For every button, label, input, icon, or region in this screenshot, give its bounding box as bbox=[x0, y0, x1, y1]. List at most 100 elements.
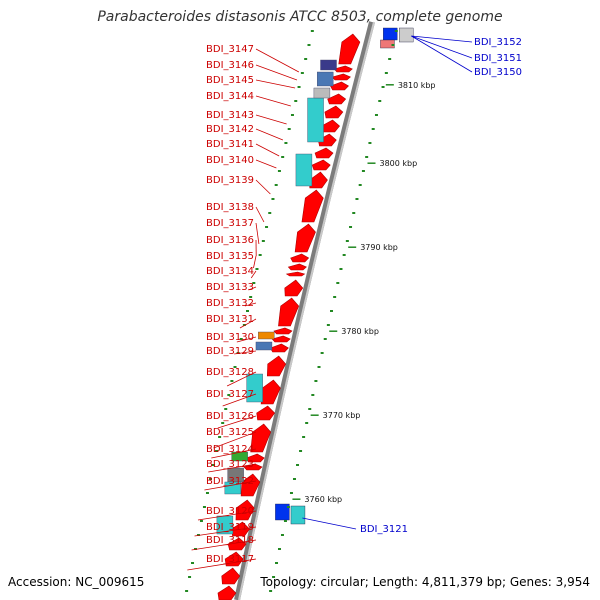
reverse-gene-box bbox=[399, 27, 414, 43]
tick-dot bbox=[304, 58, 308, 60]
tick-dot bbox=[277, 548, 281, 550]
gene-arrow bbox=[294, 223, 316, 253]
gene-arrow bbox=[221, 567, 241, 585]
leader-line bbox=[255, 179, 271, 195]
gene-label: BDI_3152 bbox=[474, 37, 522, 48]
tick-dot bbox=[297, 86, 301, 88]
gene-arrow bbox=[285, 271, 306, 277]
tick-dot bbox=[394, 30, 398, 32]
tick-dot bbox=[205, 492, 209, 494]
tick-dot bbox=[342, 254, 346, 256]
map-title: Parabacteroides distasonis ATCC 8503, co… bbox=[97, 9, 503, 25]
gene-box bbox=[320, 59, 337, 71]
leader-line bbox=[194, 526, 257, 537]
leader-line bbox=[234, 350, 257, 355]
leader-line bbox=[244, 302, 257, 307]
gene-arrow bbox=[273, 327, 293, 335]
gene-box bbox=[224, 481, 242, 495]
gene-label: BDI_3124 bbox=[206, 444, 254, 455]
leader-line bbox=[255, 206, 265, 223]
tick-dot bbox=[310, 30, 314, 32]
tick-dot bbox=[199, 520, 203, 522]
gene-arrow bbox=[333, 65, 353, 73]
tick-dot bbox=[218, 436, 222, 438]
gene-arrow bbox=[271, 335, 291, 343]
tick-dot bbox=[330, 310, 334, 312]
gene-label: BDI_3141 bbox=[206, 139, 254, 150]
gene-arrow bbox=[331, 73, 351, 81]
tick-dot bbox=[300, 72, 304, 74]
leader-line bbox=[255, 64, 298, 81]
tick-dot bbox=[284, 142, 288, 144]
leader-line bbox=[213, 431, 257, 449]
gene-arrow bbox=[327, 93, 347, 105]
gene-box bbox=[246, 373, 263, 403]
gene-arrow bbox=[250, 423, 272, 453]
tick-dot bbox=[233, 366, 237, 368]
gene-label: BDI_3120 bbox=[206, 506, 254, 517]
reverse-gene-box bbox=[290, 505, 306, 525]
tick-dot bbox=[239, 338, 243, 340]
gene-label: BDI_3118 bbox=[206, 535, 254, 546]
gene-arrow bbox=[256, 405, 276, 421]
tick-dot bbox=[378, 100, 382, 102]
gene-arrow bbox=[235, 499, 255, 521]
tick-dot bbox=[302, 436, 306, 438]
backbone bbox=[234, 21, 375, 600]
leader-line bbox=[236, 336, 257, 343]
reverse-gene-box bbox=[275, 503, 290, 521]
tick-dot bbox=[208, 478, 212, 480]
kbp-label: 3800 kbp bbox=[379, 159, 417, 168]
gene-box bbox=[295, 153, 313, 187]
tick-dot bbox=[265, 226, 269, 228]
leader-line bbox=[255, 48, 300, 73]
tick-dot bbox=[355, 198, 359, 200]
tick-dot bbox=[368, 142, 372, 144]
tick-dot bbox=[292, 478, 296, 480]
tick-dot bbox=[224, 408, 228, 410]
tick-dot bbox=[294, 100, 298, 102]
gene-label: BDI_3138 bbox=[206, 202, 254, 213]
leader-line bbox=[411, 35, 473, 59]
tick-dot bbox=[277, 170, 281, 172]
tick-dot bbox=[202, 506, 206, 508]
gene-label: BDI_3130 bbox=[206, 332, 254, 343]
kbp-label: 3770 kbp bbox=[323, 411, 361, 420]
leader-line bbox=[255, 159, 277, 169]
gene-label: BDI_3117 bbox=[206, 554, 254, 565]
tick-dot bbox=[188, 576, 192, 578]
tick-dot bbox=[252, 282, 256, 284]
kbp-axis: 3810 kbp 3800 kbp 3790 kbp 3780 kbp 3770 kbp… bbox=[292, 81, 436, 504]
gene-arrow bbox=[301, 189, 324, 223]
gene-label: BDI_3127 bbox=[206, 389, 254, 400]
gene-label: BDI_3150 bbox=[474, 67, 522, 78]
leader-line bbox=[255, 95, 291, 107]
tick-dot bbox=[274, 184, 278, 186]
kbp-label: 3810 kbp bbox=[398, 81, 436, 90]
tick-dot bbox=[287, 128, 291, 130]
leader-line bbox=[197, 510, 257, 521]
gene-arrow bbox=[330, 81, 349, 91]
gene-label: BDI_3128 bbox=[206, 367, 254, 378]
tick-dot bbox=[320, 352, 324, 354]
leader-line bbox=[248, 286, 257, 291]
tick-dot bbox=[358, 184, 362, 186]
gene-label: BDI_3137 bbox=[206, 218, 254, 229]
tick-dot bbox=[352, 212, 356, 214]
gene-arrow bbox=[266, 355, 287, 377]
tick-track bbox=[185, 30, 398, 592]
leader-line bbox=[255, 79, 296, 89]
leader-line bbox=[255, 222, 260, 245]
tick-dot bbox=[384, 72, 388, 74]
leader-line bbox=[211, 448, 257, 459]
gene-arrow bbox=[227, 537, 247, 551]
gene-arrow bbox=[217, 585, 237, 600]
tick-dot bbox=[286, 506, 290, 508]
gene-label: BDI_3136 bbox=[206, 235, 254, 246]
leader-line bbox=[187, 558, 257, 571]
tick-dot bbox=[221, 422, 225, 424]
tick-dot bbox=[290, 114, 294, 116]
tick-dot bbox=[289, 492, 293, 494]
leader-line bbox=[191, 539, 257, 551]
tick-dot bbox=[280, 534, 284, 536]
